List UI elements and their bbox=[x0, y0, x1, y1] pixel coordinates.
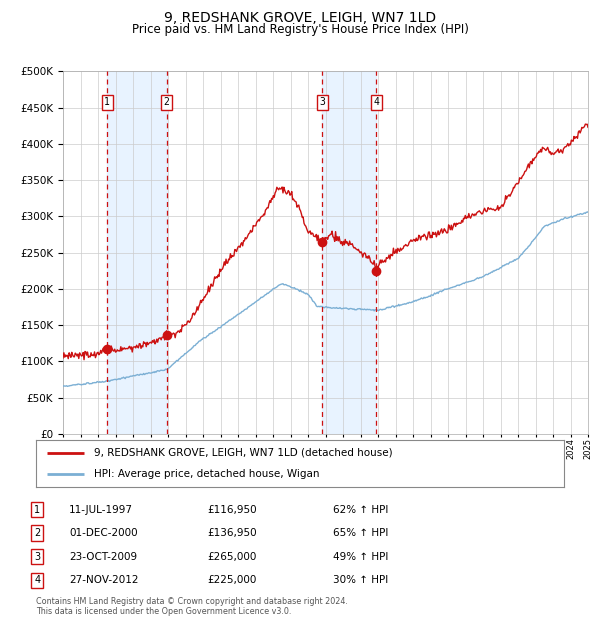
Text: 11-JUL-1997: 11-JUL-1997 bbox=[69, 505, 133, 515]
Text: 2: 2 bbox=[164, 97, 170, 107]
Text: 62% ↑ HPI: 62% ↑ HPI bbox=[333, 505, 388, 515]
Text: £265,000: £265,000 bbox=[207, 552, 256, 562]
Text: 27-NOV-2012: 27-NOV-2012 bbox=[69, 575, 139, 585]
Text: 4: 4 bbox=[373, 97, 379, 107]
Text: 4: 4 bbox=[34, 575, 40, 585]
Bar bbox=[107, 71, 167, 434]
Text: Contains HM Land Registry data © Crown copyright and database right 2024.: Contains HM Land Registry data © Crown c… bbox=[36, 597, 348, 606]
Text: 65% ↑ HPI: 65% ↑ HPI bbox=[333, 528, 388, 538]
Text: 49% ↑ HPI: 49% ↑ HPI bbox=[333, 552, 388, 562]
Text: £116,950: £116,950 bbox=[207, 505, 257, 515]
Text: £225,000: £225,000 bbox=[207, 575, 256, 585]
Text: HPI: Average price, detached house, Wigan: HPI: Average price, detached house, Wiga… bbox=[94, 469, 320, 479]
Bar bbox=[322, 71, 376, 434]
Text: Price paid vs. HM Land Registry's House Price Index (HPI): Price paid vs. HM Land Registry's House … bbox=[131, 23, 469, 36]
Text: 30% ↑ HPI: 30% ↑ HPI bbox=[333, 575, 388, 585]
Text: 2: 2 bbox=[34, 528, 40, 538]
Text: 1: 1 bbox=[34, 505, 40, 515]
Text: 3: 3 bbox=[34, 552, 40, 562]
Text: 1: 1 bbox=[104, 97, 110, 107]
Text: 3: 3 bbox=[319, 97, 325, 107]
Text: 9, REDSHANK GROVE, LEIGH, WN7 1LD: 9, REDSHANK GROVE, LEIGH, WN7 1LD bbox=[164, 11, 436, 25]
Text: £136,950: £136,950 bbox=[207, 528, 257, 538]
Text: 9, REDSHANK GROVE, LEIGH, WN7 1LD (detached house): 9, REDSHANK GROVE, LEIGH, WN7 1LD (detac… bbox=[94, 448, 393, 458]
Text: 01-DEC-2000: 01-DEC-2000 bbox=[69, 528, 137, 538]
Text: This data is licensed under the Open Government Licence v3.0.: This data is licensed under the Open Gov… bbox=[36, 607, 292, 616]
Text: 23-OCT-2009: 23-OCT-2009 bbox=[69, 552, 137, 562]
